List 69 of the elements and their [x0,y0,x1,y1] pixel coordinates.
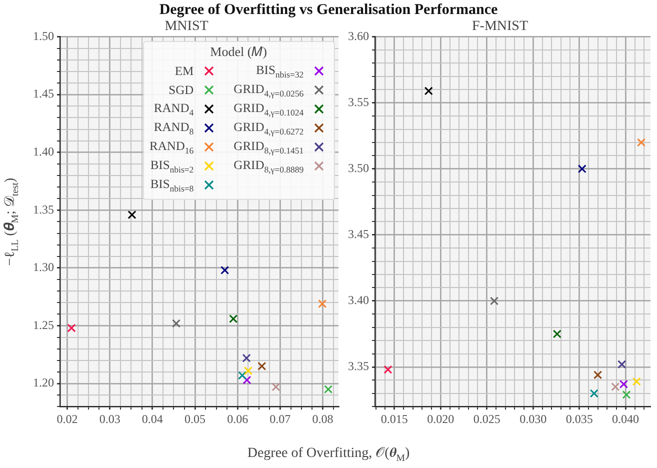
legend-title: Model (𝑀) [209,44,268,60]
legend-label: GRID$_{4,γ=0.6272}$ [234,120,304,137]
x-tick-label: 0.03 [99,412,120,426]
y-tick-label: 3.40 [348,293,369,308]
x-tick-label: 0.04 [142,412,163,426]
point [590,389,598,398]
x-tick-label: 0.040 [612,412,640,426]
legend-label: GRID$_{8,γ=0.1451}$ [234,139,304,156]
point [318,299,327,308]
point [636,138,646,147]
y-tick-label: 3.45 [348,227,369,242]
x-tick-label: 0.08 [312,412,334,426]
y-tick-label: 3.50 [348,161,369,176]
legend-label: BIS$_{nbis=2}$ [150,158,194,175]
point [272,382,280,392]
legend-label: RAND$_{16}$ [150,139,194,156]
y-tick-label: 1.30 [33,260,54,274]
legend-label: GRID$_{8,γ=0.8889}$ [234,158,304,175]
point [632,377,641,386]
point [229,314,238,324]
x-tick-label: 0.05 [184,412,206,426]
x-axis-title: Degree of Overfitting, 𝒪(𝜽$_{M}$) [246,446,411,464]
x-tick-label: 0.020 [427,412,454,426]
legend-label: RAND$_{8}$ [154,120,194,137]
x-tick-label: 0.030 [520,412,547,426]
y-tick-label: 1.45 [33,86,54,101]
legend-label: EM [174,64,194,79]
legend-label: RAND$_{4}$ [154,101,194,118]
point [490,296,499,306]
chart-title: F-MNIST [472,19,528,34]
point [128,210,136,220]
chart-title: MNIST [164,19,209,34]
point [324,384,333,394]
point [172,319,181,328]
y-tick-label: 1.25 [33,318,54,332]
point [618,360,626,369]
point [424,86,433,96]
x-tick-label: 0.02 [56,412,78,426]
x-tick-label: 0.015 [380,412,408,426]
legend-label: BIS$_{nbis=8}$ [150,177,194,194]
x-tick-label: 0.06 [227,412,248,426]
point [622,390,631,399]
y-tick-label: 3.35 [348,359,369,374]
text: Degree of Overfitting vs Generalisation Performance [158,2,499,19]
legend-label: BIS$_{nbis=32}$ [256,63,304,80]
y-tick-label: 1.35 [33,202,54,216]
point [384,365,392,374]
x-tick-label: 0.07 [270,412,291,426]
point [244,366,253,376]
point [238,371,247,380]
point [619,380,628,388]
x-tick-label: 0.035 [566,412,593,426]
point [242,354,251,362]
y-tick-label: 1.20 [33,376,54,390]
point [611,382,620,392]
point [552,330,562,338]
y-tick-label: 1.40 [33,144,54,159]
legend-label: SGD [168,82,194,98]
point [258,362,266,370]
legend-label: GRID$_{4,γ=0.0256}$ [234,82,304,99]
y-tick-label: 3.55 [348,94,369,109]
legend-label: GRID$_{4,γ=0.1024}$ [234,101,304,118]
point [67,324,76,332]
y-tick-label: 3.60 [348,28,369,43]
point [578,164,586,174]
y-tick-label: 1.50 [33,28,54,43]
point [594,370,602,380]
point [220,266,230,275]
x-tick-label: 0.025 [473,412,500,426]
